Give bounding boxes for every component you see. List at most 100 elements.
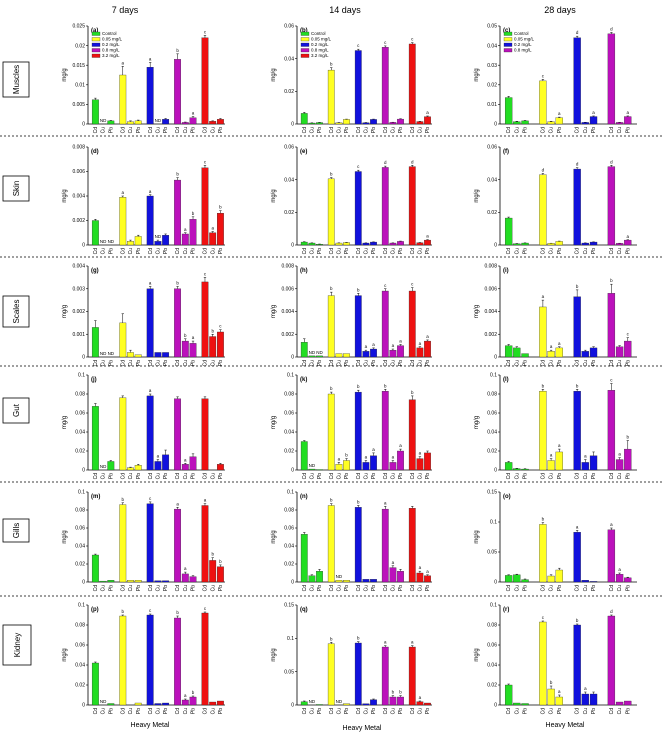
significance-label: c [204, 271, 207, 276]
significance-label: ND [336, 699, 343, 704]
bar-0-2-mg-l-cu [154, 580, 162, 583]
y-tick-label: 0.001 [72, 332, 85, 338]
y-tick-label: 0.05 [487, 24, 497, 30]
y-tick-label: 0 [494, 580, 497, 586]
bar-0-05-mg-l-cd [327, 69, 335, 125]
x-tick-label: Cu [617, 127, 623, 134]
x-tick-label: Cu [183, 585, 189, 592]
y-tick-label: 0.08 [75, 623, 85, 629]
y-tick-label: 0.06 [487, 643, 497, 649]
y-tick-label: 0.005 [72, 102, 85, 108]
x-tick-label: Pb [317, 473, 323, 479]
significance-label: b [176, 280, 179, 285]
significance-label: b [345, 453, 348, 458]
x-tick-label: Pb [108, 473, 114, 479]
x-tick-label: Pb [218, 360, 224, 366]
bar-control-cd [300, 241, 308, 246]
bar-0-8-mg-l-cd [174, 59, 181, 125]
significance-label: b [330, 386, 333, 391]
significance-label: b [357, 500, 360, 505]
x-tick-label: Cd [329, 360, 335, 367]
bar-3-2-mg-l-pb [424, 702, 431, 706]
bar-0-2-mg-l-cu [581, 242, 589, 246]
x-tick-label: Cu [583, 360, 589, 367]
y-tick-label: 0 [82, 468, 85, 474]
x-tick-label: Cd [175, 248, 181, 255]
bar-3-2-mg-l-cu [209, 232, 217, 246]
bar-0-2-mg-l-pb [370, 579, 377, 583]
bar-0-05-mg-l-cu [547, 351, 555, 358]
bar-0-8-mg-l-cd [607, 293, 616, 358]
x-tick-label: Pb [191, 473, 197, 479]
y-tick-label: 0.004 [72, 264, 85, 270]
x-tick-label: Cu [514, 473, 520, 480]
bar-3-2-mg-l-cu [416, 242, 424, 246]
bar-0-05-mg-l-cu [127, 580, 134, 583]
x-tick-label: Cu [583, 585, 589, 592]
x-tick-label: Cu [417, 708, 423, 715]
significance-label: a [558, 689, 561, 694]
bar-3-2-mg-l-cd [408, 166, 416, 246]
x-tick-label: Cd [175, 360, 181, 367]
bar-0-2-mg-l-cd [354, 391, 362, 471]
x-tick-label: Pb [317, 708, 323, 714]
x-tick-label: Cd [93, 473, 99, 480]
y-tick-label: 0 [82, 580, 85, 586]
x-tick-label: Cd [93, 127, 99, 134]
significance-label: ND [108, 239, 115, 244]
bar-control-pb [521, 353, 529, 358]
y-tick-label: 0.08 [75, 392, 85, 398]
x-tick-label: Cd [575, 248, 581, 255]
row-label-text: Skin [12, 181, 21, 197]
y-tick-label: 0.08 [284, 508, 294, 514]
x-tick-label: Cd [120, 585, 126, 592]
y-axis-label: mg/g [62, 305, 68, 318]
bar-0-05-mg-l-cu [127, 121, 134, 125]
bar-control-pb [107, 120, 115, 125]
x-tick-label: Cd [540, 708, 546, 715]
bar-0-05-mg-l-cd [327, 178, 335, 246]
bar-0-8-mg-l-pb [397, 696, 404, 706]
x-tick-label: Cd [175, 127, 181, 134]
panel-label: (n) [300, 494, 308, 500]
panel-label: (p) [91, 607, 99, 613]
y-tick-label: 0.15 [487, 490, 497, 496]
x-tick-label: Cu [210, 708, 216, 715]
significance-label: a [399, 443, 402, 448]
significance-label: c [357, 43, 360, 48]
bar-0-05-mg-l-cd [119, 397, 127, 471]
x-tick-label: Pb [163, 127, 169, 133]
bar-control-cd [504, 345, 513, 358]
x-tick-label: Cd [329, 585, 335, 592]
bar-0-8-mg-l-cu [389, 242, 397, 246]
bar-0-05-mg-l-cd [119, 504, 127, 583]
row-label-text: Scales [12, 299, 21, 323]
bar-0-2-mg-l-cu [362, 242, 370, 246]
y-tick-label: 0.08 [75, 508, 85, 514]
bar-3-2-mg-l-pb [217, 331, 224, 358]
significance-label: b [357, 384, 360, 389]
bar-control-pb [521, 579, 529, 583]
bar-0-8-mg-l-cd [381, 167, 389, 246]
bar-0-2-mg-l-cd [146, 395, 154, 471]
significance-label: b [184, 333, 187, 338]
y-tick-label: 0.06 [284, 145, 294, 151]
row-label-scales: Scales [2, 295, 30, 328]
x-tick-label: Pb [523, 585, 529, 591]
bar-0-2-mg-l-pb [162, 454, 170, 471]
significance-label: ND [155, 118, 162, 123]
legend-entry: 3.2 mg/L [311, 53, 329, 58]
significance-label: a [372, 447, 375, 452]
bar-0-8-mg-l-cu [389, 567, 397, 583]
bar-0-05-mg-l-cu [547, 460, 555, 471]
bar-control-pb [316, 571, 323, 583]
y-tick-label: 0.025 [72, 24, 85, 30]
x-tick-label: Cu [363, 127, 369, 134]
significance-label: d [576, 162, 579, 167]
significance-label: a [419, 565, 422, 570]
bar-control-cd [91, 406, 99, 471]
